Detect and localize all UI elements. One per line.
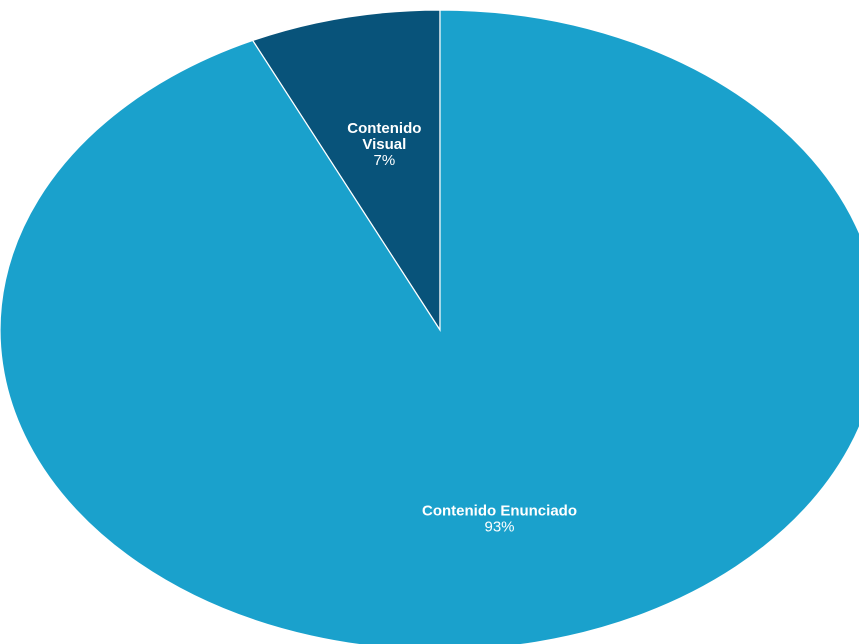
- pie-slice-contenido-visual: [251, 9, 441, 333]
- pie-slices: [0, 9, 859, 644]
- pie-slice-contenido-enunciado: [0, 9, 859, 644]
- slice-label-contenido-enunciado: Contenido Enunciado 93%: [422, 503, 577, 536]
- pie-labels: Contenido Visual 7% Contenido Enunciado 93%: [347, 120, 577, 536]
- slice-label-contenido-visual: Contenido Visual 7%: [347, 120, 421, 169]
